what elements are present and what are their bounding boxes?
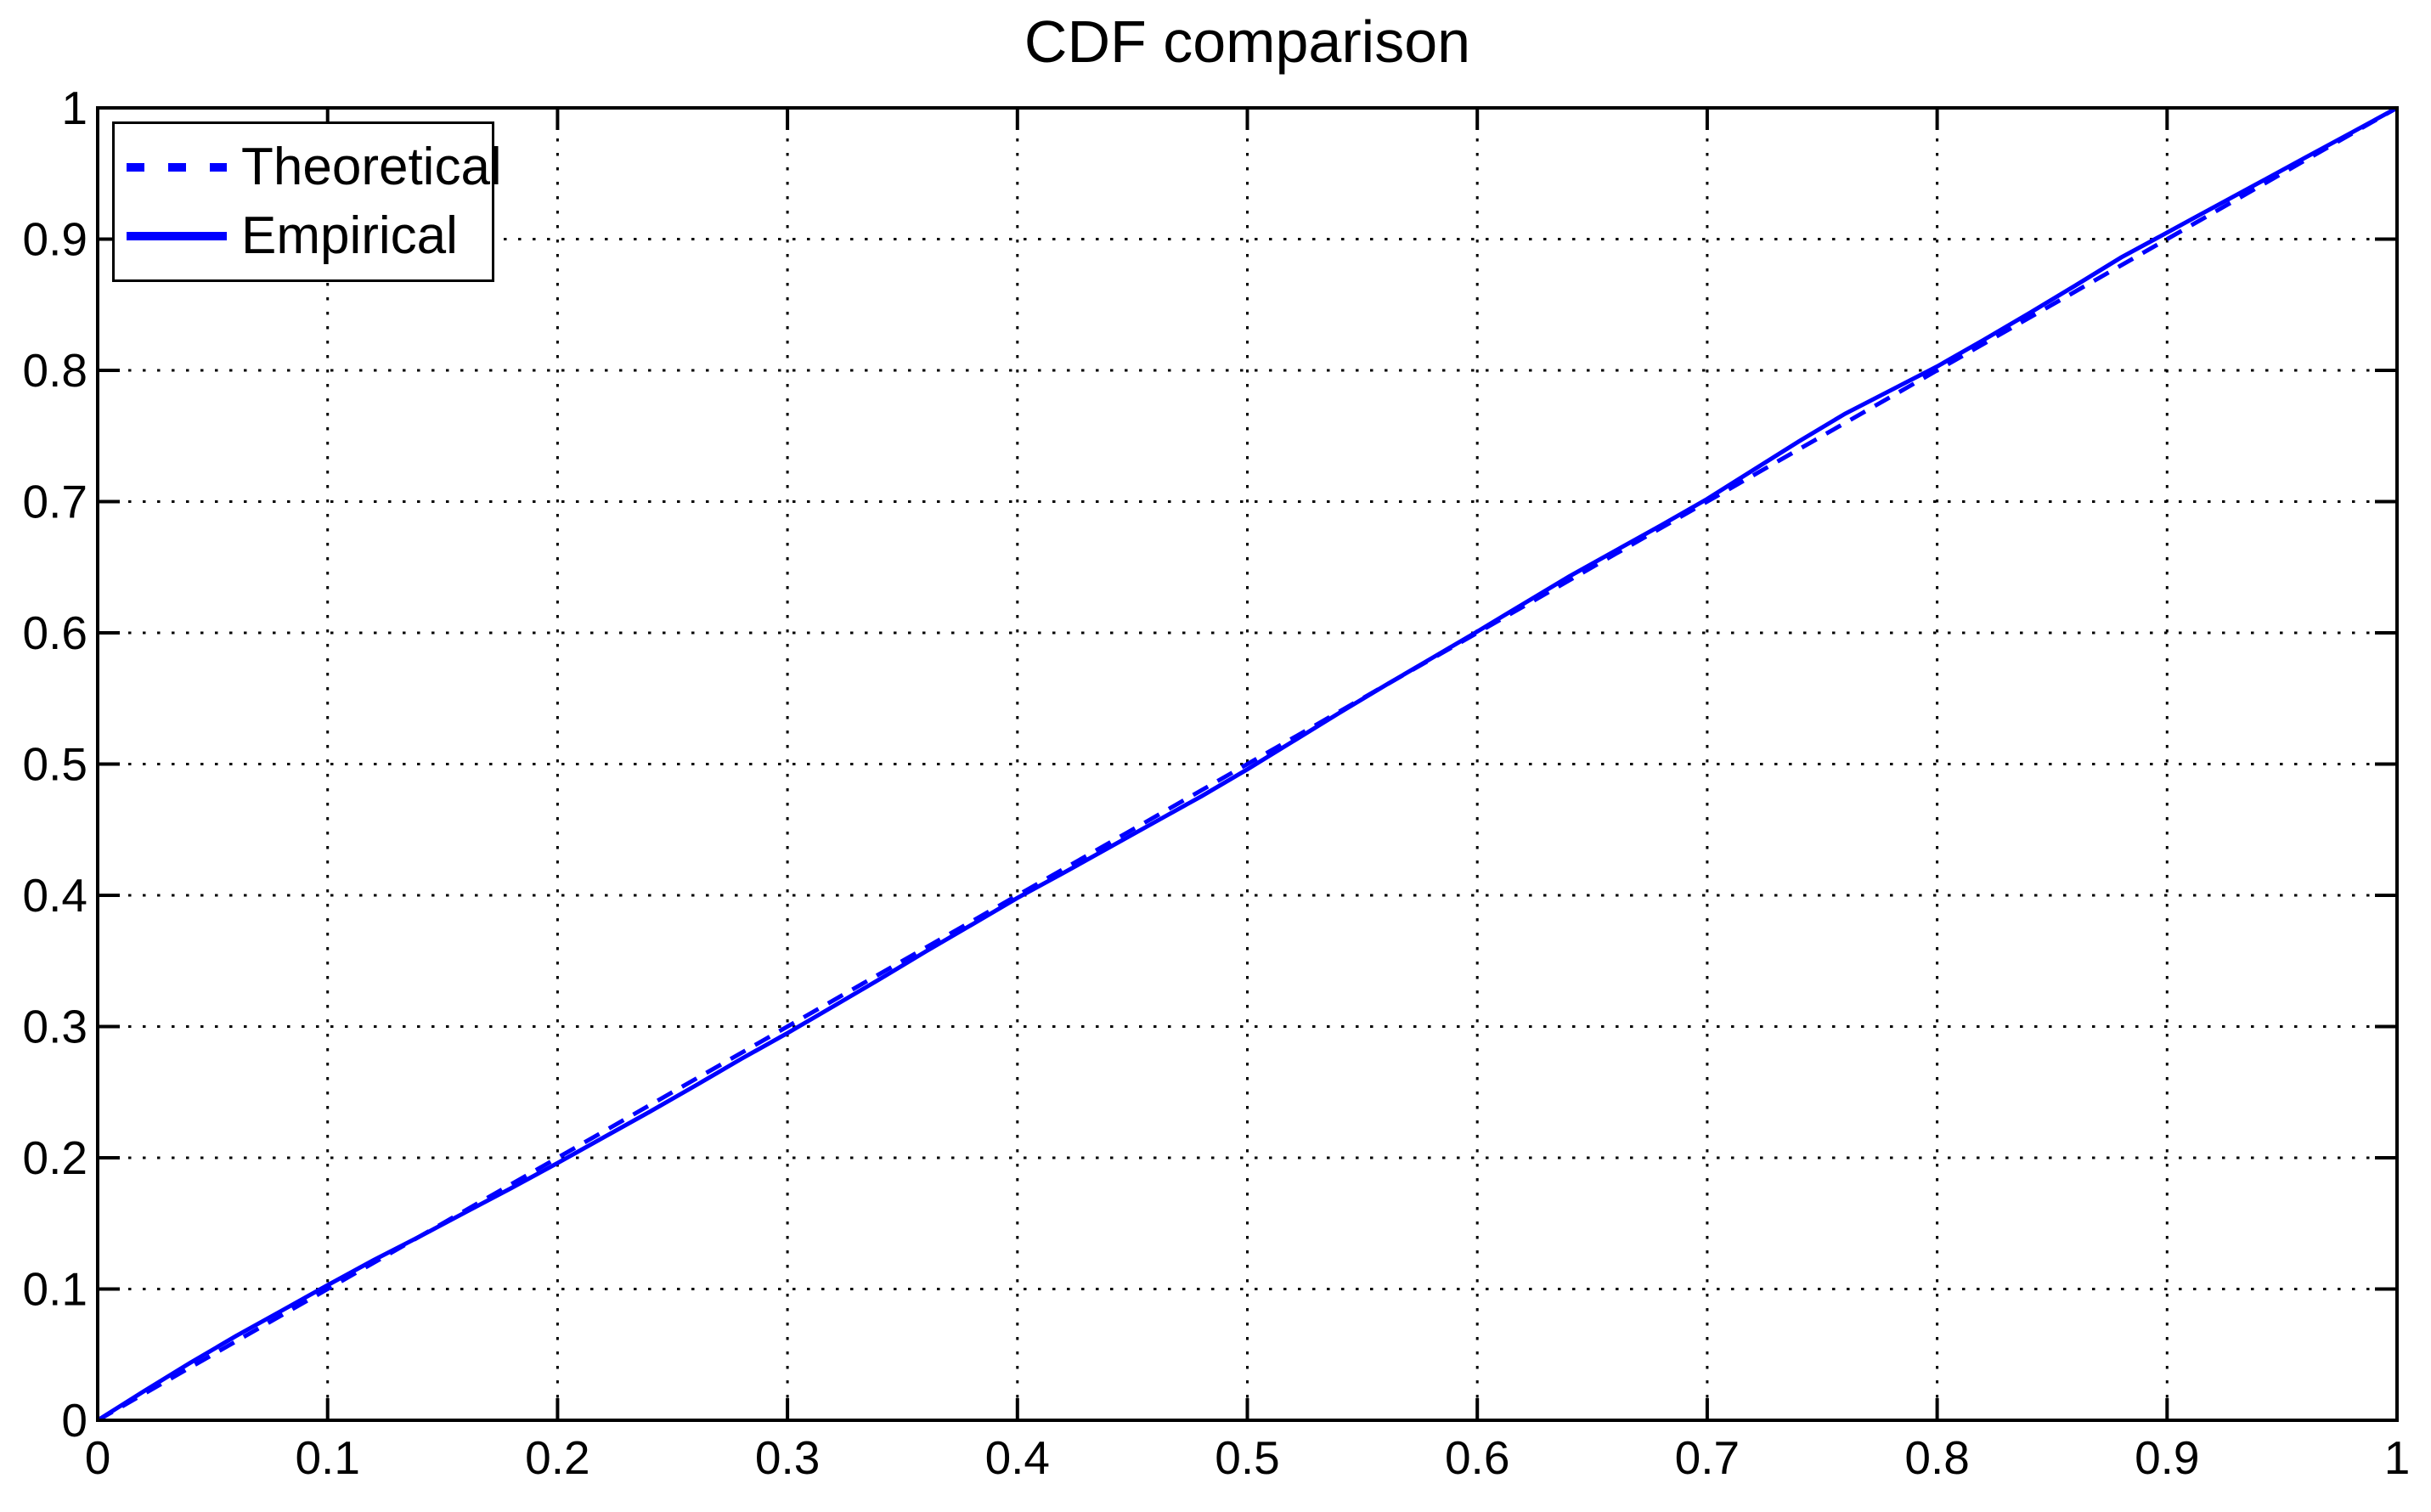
plot-title: CDF comparison — [1024, 8, 1471, 75]
y-tick-label: 1 — [61, 82, 87, 134]
axes-box — [96, 106, 2399, 1422]
x-tick-label: 1 — [2384, 1431, 2411, 1484]
series-line-theoretical — [96, 105, 2399, 1423]
y-tick-labels: 0 0.1 0.2 0.3 0.4 0.5 0.6 0.7 0.8 0.9 1 — [23, 82, 87, 1447]
x-tick-labels: 0 0.1 0.2 0.3 0.4 0.5 0.6 0.7 0.8 0.9 1 — [85, 1431, 2411, 1484]
x-tick-label: 0.5 — [1215, 1431, 1279, 1484]
y-tick-label: 0.5 — [23, 738, 87, 791]
y-tick-label: 0.3 — [23, 1001, 87, 1053]
y-tick-label: 0.1 — [23, 1263, 87, 1316]
x-tick-label: 0.7 — [1675, 1431, 1740, 1484]
y-tick-label: 0 — [61, 1394, 87, 1447]
x-tick-label: 0.8 — [1904, 1431, 1969, 1484]
series-line-empirical — [96, 105, 2399, 1423]
legend-item-theoretical: Theoretical — [127, 140, 502, 194]
x-tick-label: 0 — [85, 1431, 111, 1484]
grid — [99, 110, 2395, 1419]
y-tick-label: 0.2 — [23, 1131, 87, 1184]
y-tick-label: 0.8 — [23, 344, 87, 397]
x-tick-label: 0.9 — [2135, 1431, 2199, 1484]
y-tick-label: 0.7 — [23, 476, 87, 528]
legend-label-empirical: Empirical — [241, 206, 458, 266]
x-tick-label: 0.1 — [295, 1431, 359, 1484]
x-tick-label: 0.4 — [985, 1431, 1050, 1484]
legend-item-empirical: Empirical — [127, 210, 492, 262]
x-tick-label: 0.3 — [755, 1431, 820, 1484]
y-tick-label: 0.4 — [23, 869, 87, 922]
y-tick-label: 0.9 — [23, 213, 87, 266]
x-tick-label: 0.6 — [1445, 1431, 1509, 1484]
legend-label-theoretical: Theoretical — [241, 137, 502, 196]
legend-solid-line-sample — [127, 232, 227, 241]
legend-dashed-line-sample — [127, 162, 227, 172]
x-tick-label: 0.2 — [525, 1431, 589, 1484]
legend[interactable]: Theoretical Empirical — [112, 121, 502, 282]
series-theoretical — [96, 105, 2399, 1423]
y-tick-label: 0.6 — [23, 606, 87, 659]
